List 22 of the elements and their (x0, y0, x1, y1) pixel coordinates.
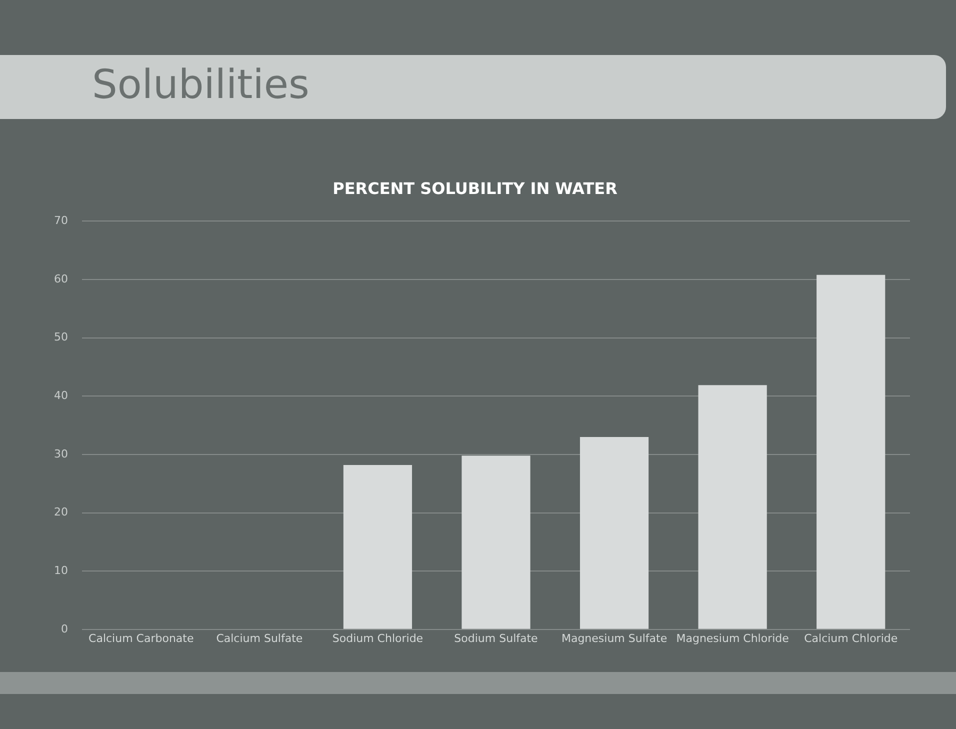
x-tick-label: Magnesium Chloride (676, 632, 790, 645)
chart-title: Solubilities (92, 62, 310, 108)
y-tick-label: 60 (54, 272, 68, 286)
chart-subtitle: PERCENT SOLUBILITY IN WATER (332, 178, 618, 198)
y-tick-label: 70 (54, 214, 68, 228)
x-tick-label: Calcium Carbonate (88, 632, 194, 645)
y-tick-label: 10 (54, 564, 68, 577)
x-tick-label: Sodium Chloride (332, 632, 424, 645)
x-tick-label: Sodium Sulfate (454, 632, 538, 645)
y-tick-label: 0 (60, 622, 68, 636)
x-tick-label: Calcium Chloride (804, 632, 898, 645)
bar (462, 456, 530, 629)
y-tick-label: 30 (54, 447, 68, 460)
bar (343, 464, 412, 629)
x-tick-label: Magnesium Sulfate (561, 632, 668, 645)
y-tick-label: 50 (54, 330, 68, 344)
y-tick-label: 20 (54, 506, 68, 519)
y-tick-label: 40 (54, 389, 68, 402)
bar (580, 436, 649, 629)
x-tick-label: Calcium Sulfate (216, 632, 303, 645)
bar (816, 274, 886, 629)
bar (698, 385, 767, 629)
